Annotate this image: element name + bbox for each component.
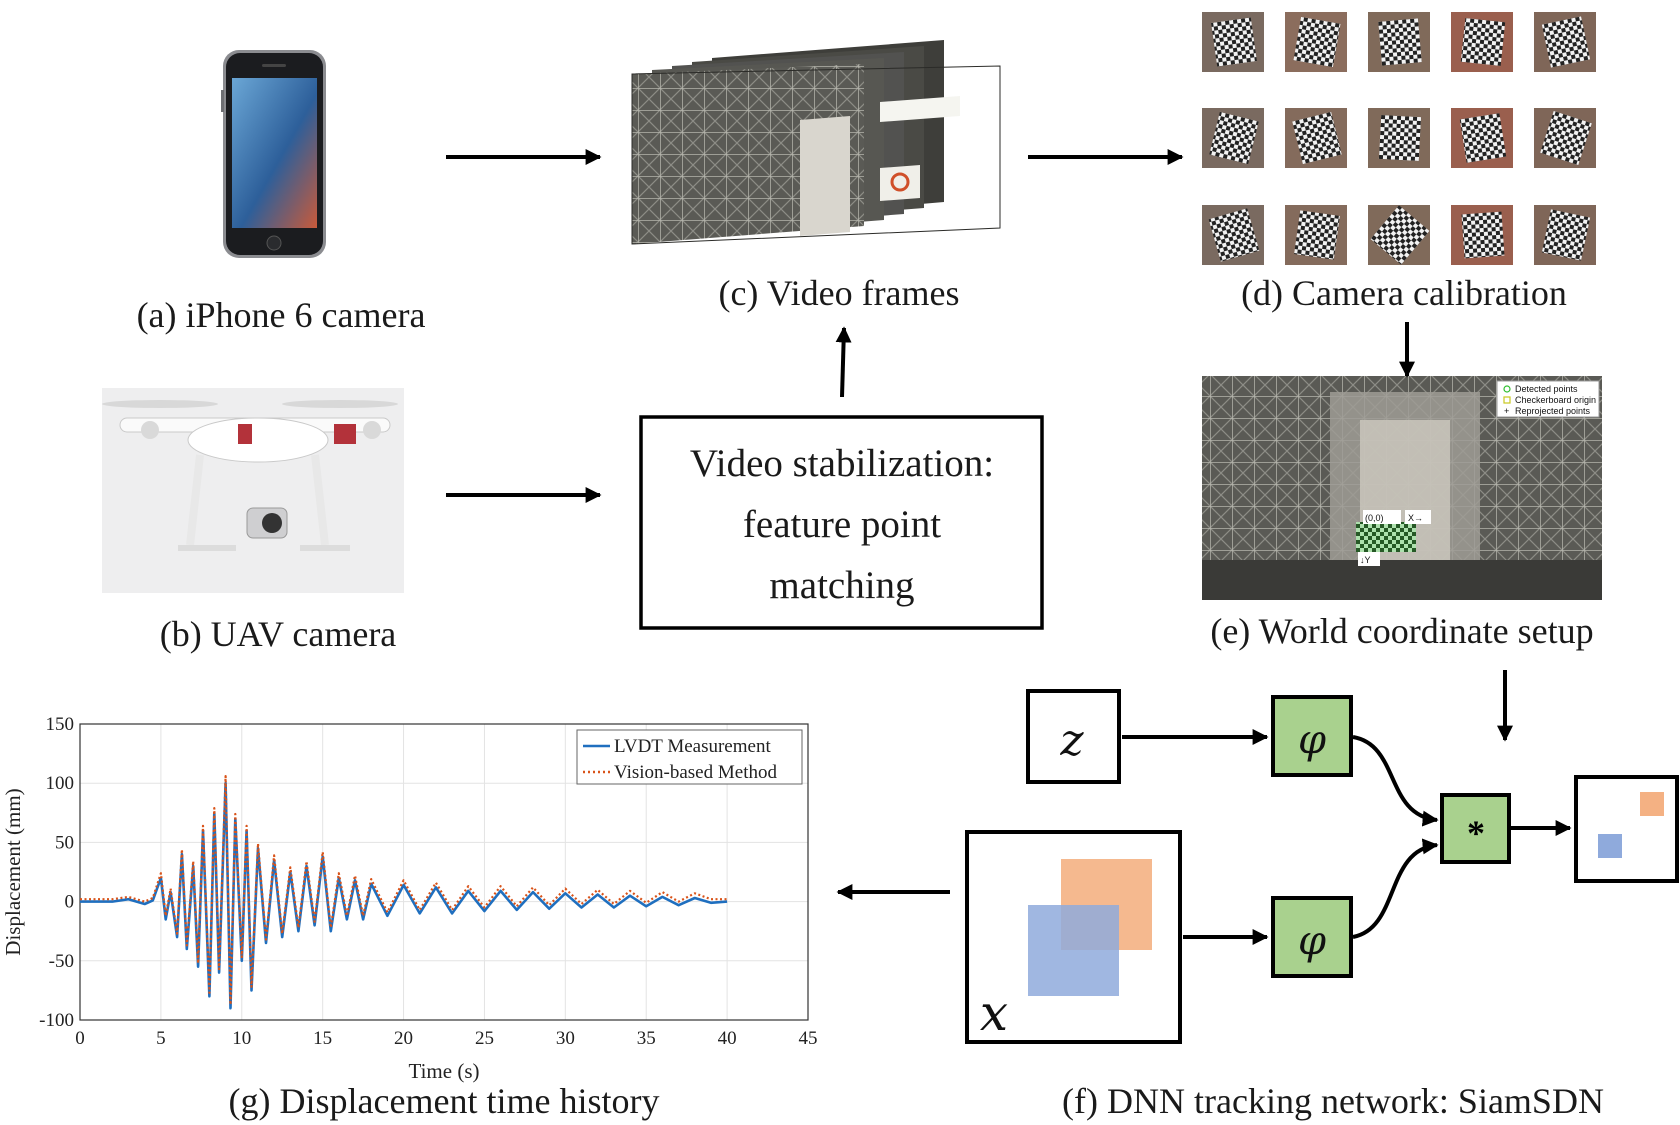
arrow-phi-bottom-to-corr [1352, 838, 1439, 939]
x-tick-label: 5 [156, 1028, 166, 1049]
caption-g: (g) Displacement time history [229, 1081, 660, 1121]
caption-f: (f) DNN tracking network: SiamSDN [1062, 1081, 1604, 1121]
x-tick-label: 0 [75, 1028, 85, 1049]
template-box [1026, 689, 1121, 784]
output-box [1574, 775, 1679, 883]
legend-reprojected: Reprojected points [1515, 406, 1591, 416]
displacement-chart: 0 5 10 15 20 25 30 35 40 45 150 100 50 0 -50 -100 Time … [1, 714, 818, 1083]
stabilization-line-2: feature point [743, 503, 941, 546]
y-axis-title: Displacement (mm) [1, 788, 25, 955]
stabilization-line-3: matching [769, 564, 914, 607]
siamsdn-network: z x φ φ * [965, 689, 1679, 1044]
x-tick-label: 45 [799, 1028, 818, 1049]
pipeline-arrows [446, 149, 1513, 900]
y-axis-label: ↓Y [1360, 555, 1371, 565]
x-tick-label: 25 [475, 1028, 494, 1049]
y-tick-label: 150 [46, 714, 75, 735]
detected-points-marker [1503, 385, 1511, 393]
y-tick-label: 0 [65, 892, 75, 913]
phi-label-bottom: φ [1298, 918, 1326, 964]
caption-a: (a) iPhone 6 camera [137, 295, 426, 335]
x-tick-label: 20 [394, 1028, 413, 1049]
caption-d: (d) Camera calibration [1241, 273, 1567, 313]
origin-label: (0,0) [1365, 513, 1384, 523]
x-tick-label: 15 [313, 1028, 332, 1049]
plot-area [79, 723, 809, 1021]
y-tick-label: -100 [39, 1010, 74, 1031]
x-tick-label: 40 [718, 1028, 737, 1049]
output-target [1640, 792, 1664, 816]
chart-legend: LVDT Measurement Vision-based Method [576, 729, 803, 785]
video-frames-stack [631, 40, 1001, 245]
correlation-label: * [1467, 813, 1485, 853]
stabilization-line-1: Video stabilization: [690, 442, 994, 485]
x-axis-title: Time (s) [409, 1059, 480, 1083]
iphone-image [221, 50, 326, 258]
calibration-images [1202, 12, 1596, 265]
legend-lvdt: LVDT Measurement [614, 736, 771, 757]
correlation-block [1440, 793, 1511, 864]
uav-image [102, 388, 404, 593]
x-tick-label: 30 [556, 1028, 575, 1049]
phi-block-bottom [1271, 896, 1353, 978]
arrow-stabilization-to-c [835, 326, 852, 398]
arrow-phi-top-to-corr [1352, 735, 1439, 827]
reprojected-marker: + [1504, 406, 1509, 416]
output-search [1598, 834, 1622, 858]
legend-vision: Vision-based Method [614, 762, 777, 783]
x-tick-label: 35 [637, 1028, 656, 1049]
y-tick-label: -50 [49, 951, 74, 972]
caption-c: (c) Video frames [718, 273, 959, 313]
search-label: x [980, 984, 1008, 1042]
search-region [1028, 905, 1119, 996]
world-coordinate-image: (0,0) X→ ↓Y Detected points Checkerboard… [1202, 376, 1602, 600]
legend-detected: Detected points [1515, 384, 1578, 394]
caption-e: (e) World coordinate setup [1210, 611, 1593, 651]
phi-block-top [1271, 695, 1353, 777]
x-axis-label: X→ [1408, 513, 1423, 523]
legend-origin: Checkerboard origin [1515, 395, 1596, 405]
y-tick-label: 50 [55, 832, 74, 853]
phi-label-top: φ [1298, 717, 1326, 763]
chart-ticks: 0 5 10 15 20 25 30 35 40 45 150 100 50 0 -50 -100 [39, 714, 817, 1049]
origin-marker [1503, 396, 1511, 404]
y-tick-label: 100 [46, 773, 75, 794]
caption-b: (b) UAV camera [160, 614, 397, 654]
stabilization-box: Video stabilization: feature point match… [639, 415, 1044, 630]
x-tick-label: 10 [232, 1028, 251, 1049]
chart-series [80, 775, 728, 1010]
template-label: z [1059, 715, 1084, 766]
